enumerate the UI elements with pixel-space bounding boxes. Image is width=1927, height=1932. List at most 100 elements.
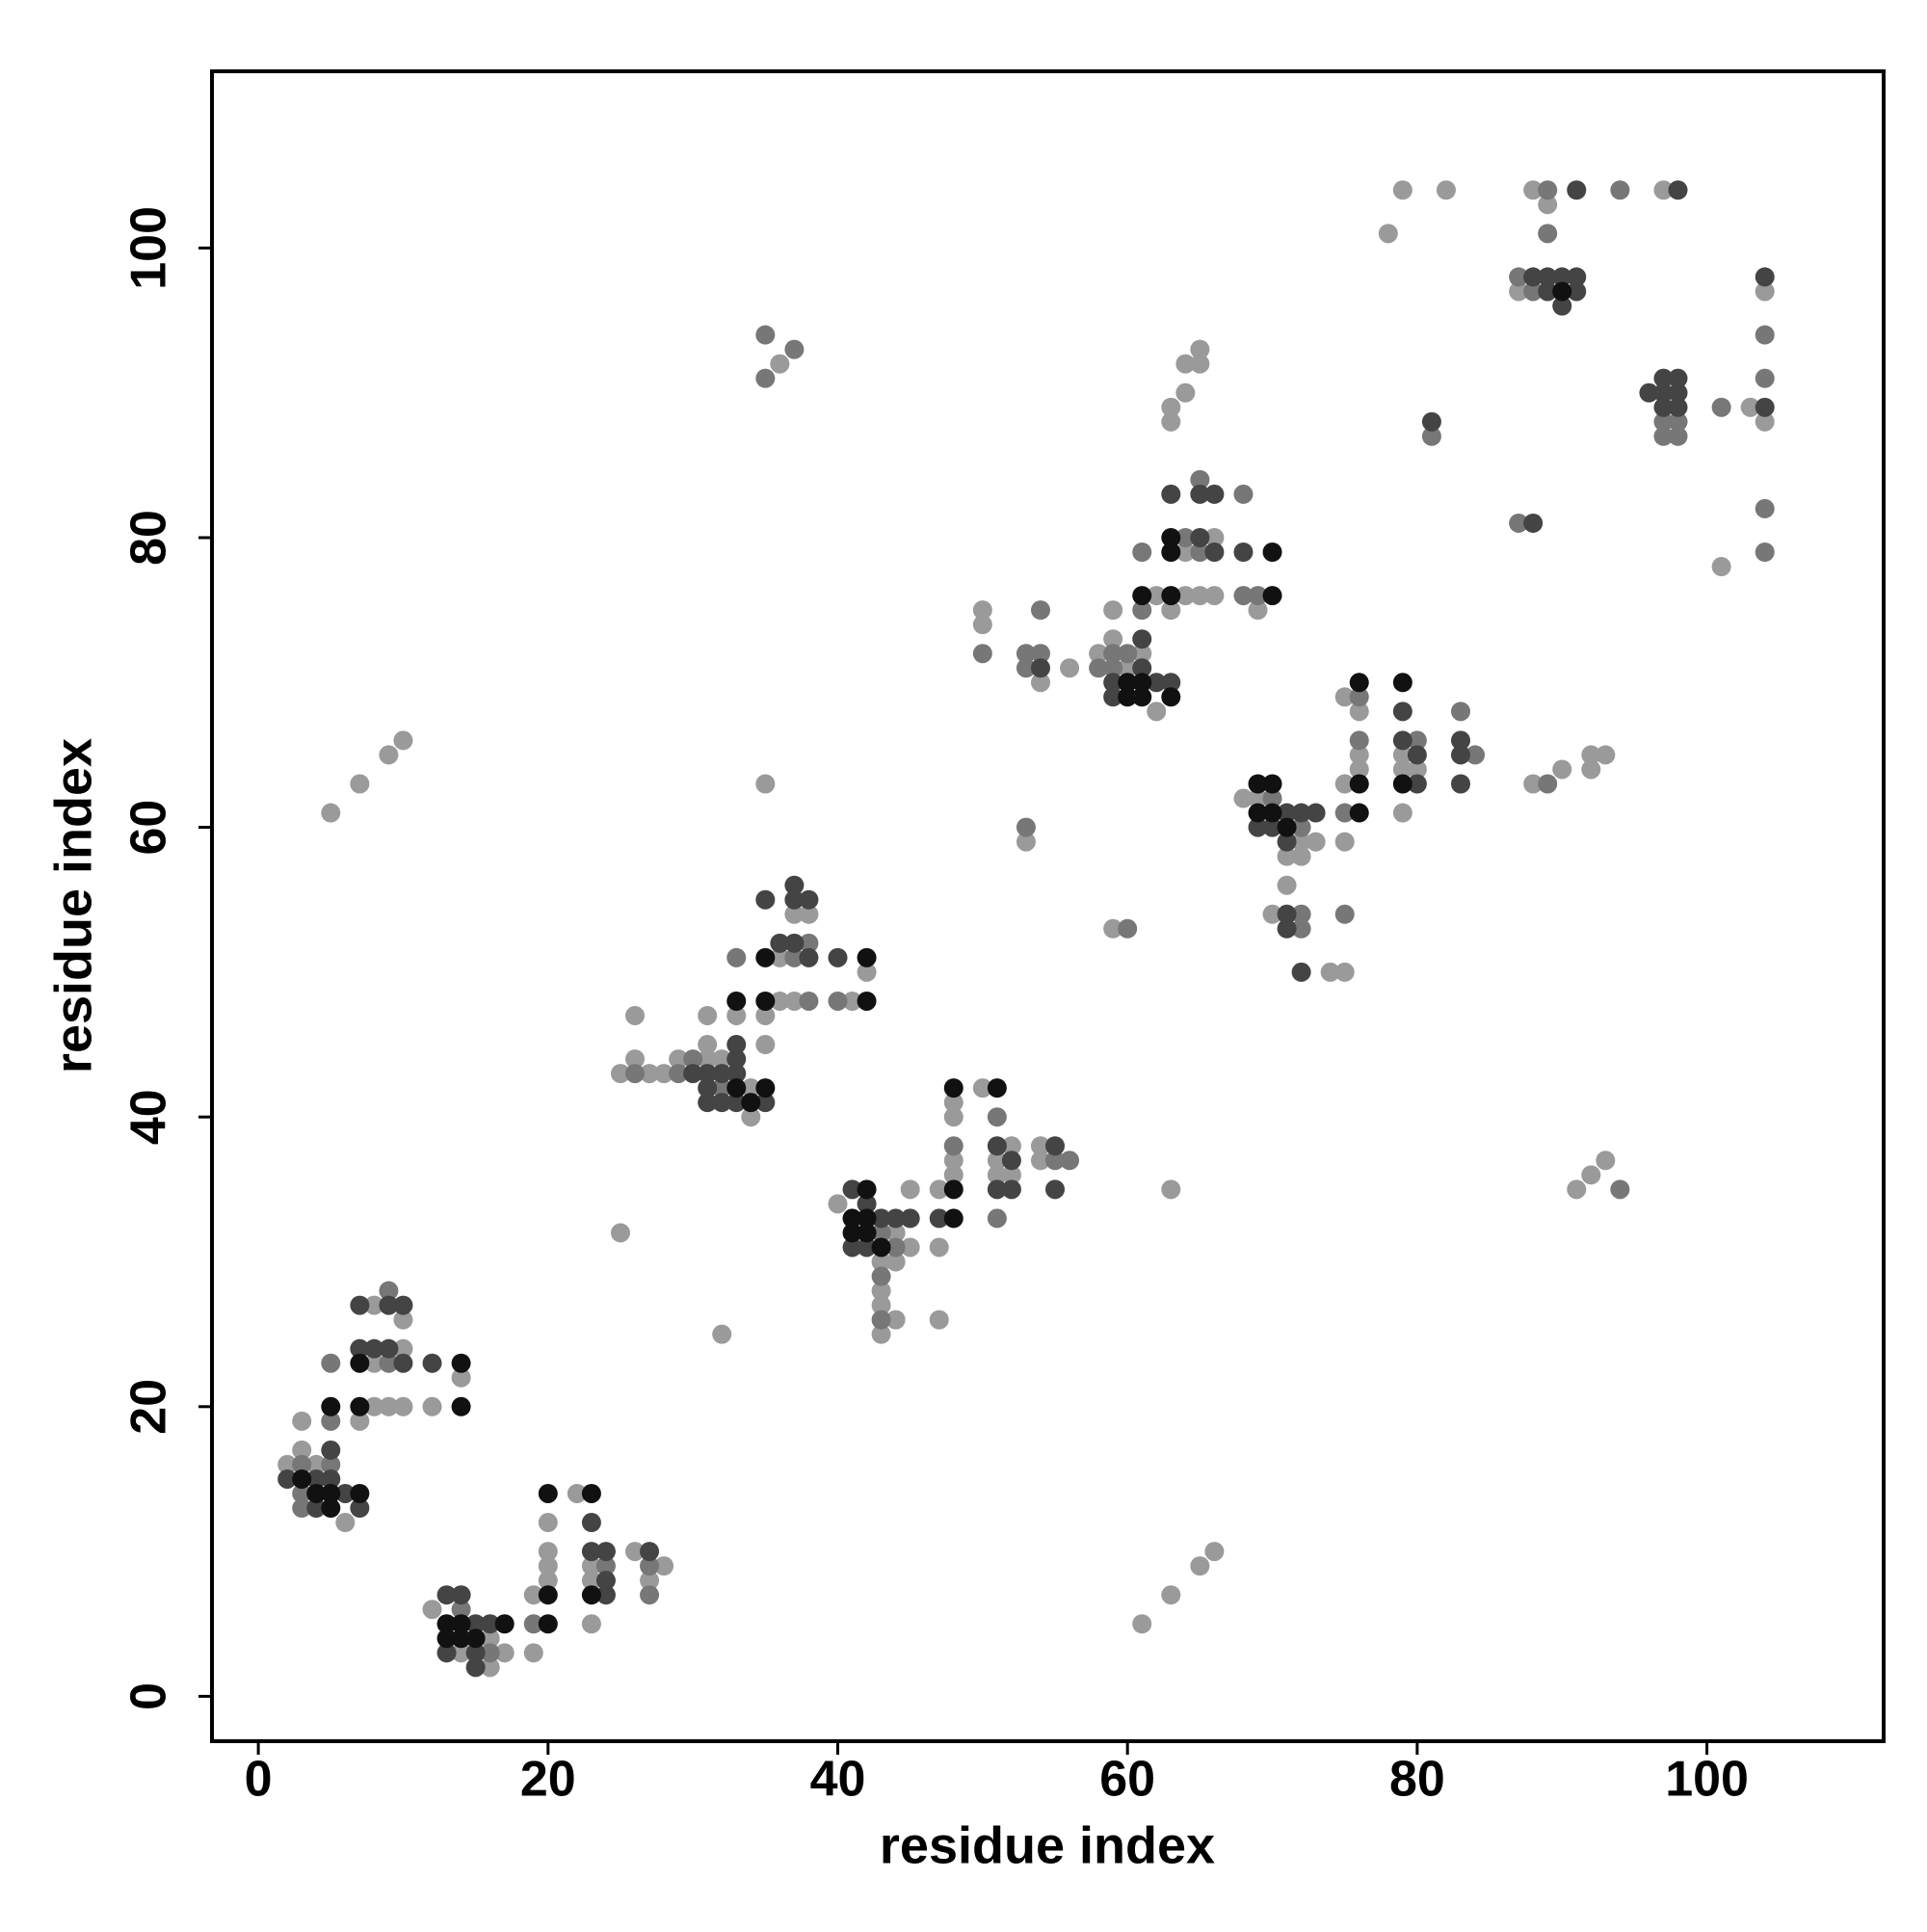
contact-point	[1175, 354, 1196, 374]
contact-point	[1190, 354, 1210, 374]
contact-point	[1653, 426, 1674, 446]
contact-point	[929, 1237, 949, 1257]
contact-point	[712, 1078, 732, 1098]
contact-point	[726, 1035, 747, 1055]
contact-point	[1392, 180, 1412, 200]
contact-point	[885, 1252, 906, 1272]
contact-point	[321, 1454, 341, 1474]
contact-point	[1175, 586, 1196, 606]
contact-point	[321, 1440, 341, 1460]
contact-point	[1161, 1179, 1181, 1200]
contact-point	[683, 1064, 703, 1084]
contact-point	[1291, 962, 1311, 982]
contact-point	[538, 1483, 558, 1503]
contact-point	[1161, 397, 1181, 417]
contact-point	[451, 1643, 471, 1663]
contact-point	[755, 947, 776, 967]
y-tick-label: 60	[121, 800, 177, 856]
contact-point	[1349, 673, 1369, 693]
contact-point	[1103, 673, 1123, 693]
contact-point	[1161, 586, 1181, 606]
contact-point	[1132, 658, 1152, 678]
contact-point	[1538, 195, 1558, 215]
contact-point	[929, 1310, 949, 1330]
contact-point	[828, 991, 848, 1011]
contact-point	[929, 1179, 949, 1200]
contact-point	[857, 1194, 877, 1214]
contact-point	[523, 1585, 543, 1605]
contact-point	[1060, 1151, 1080, 1171]
contact-point	[306, 1469, 327, 1489]
contact-point	[1262, 803, 1282, 823]
contact-point	[871, 1223, 891, 1243]
contact-point	[1349, 745, 1369, 765]
contact-point	[842, 1179, 862, 1200]
contact-point	[871, 1266, 891, 1286]
contact-point	[1161, 527, 1181, 547]
contact-point	[1103, 658, 1123, 678]
contact-point	[1668, 368, 1688, 388]
contact-point	[1118, 658, 1138, 678]
plot-frame	[210, 69, 1886, 1743]
contact-point	[1001, 1151, 1021, 1171]
contact-point	[828, 947, 848, 967]
contact-point	[1436, 180, 1456, 200]
contact-point	[755, 889, 776, 910]
contact-point	[1262, 774, 1282, 794]
contact-point	[1552, 281, 1572, 302]
contact-point	[1306, 832, 1326, 852]
contact-point	[712, 1064, 732, 1084]
contact-point	[393, 1396, 413, 1416]
contact-point	[1262, 904, 1282, 924]
contact-point	[1233, 586, 1254, 606]
contact-point	[640, 1542, 660, 1562]
contact-point	[581, 1571, 601, 1591]
contact-point	[1392, 774, 1412, 794]
contact-point	[393, 1353, 413, 1373]
contact-point	[784, 947, 805, 967]
contact-point	[595, 1571, 616, 1591]
x-tick-label: 40	[810, 1752, 866, 1808]
contact-point	[1016, 832, 1036, 852]
contact-point	[698, 1093, 718, 1113]
contact-point	[640, 1556, 660, 1576]
contact-point	[538, 1614, 558, 1634]
contact-point	[1103, 644, 1123, 664]
contact-point	[1306, 803, 1326, 823]
contact-point	[321, 1411, 341, 1431]
contact-point	[640, 1571, 660, 1591]
contact-point	[1392, 759, 1412, 780]
contact-point	[1407, 759, 1427, 780]
contact-point	[842, 1237, 862, 1257]
contact-point	[480, 1657, 500, 1678]
contact-point	[755, 991, 776, 1011]
contact-point	[943, 1165, 964, 1185]
contact-point	[321, 1396, 341, 1416]
contact-point	[784, 904, 805, 924]
contact-point	[1465, 745, 1486, 765]
contact-point	[1118, 644, 1138, 664]
contact-point	[393, 730, 413, 751]
contact-point	[1161, 1585, 1181, 1605]
contact-point	[581, 1542, 601, 1562]
x-tick-label: 20	[520, 1752, 576, 1808]
contact-point	[741, 1107, 761, 1127]
contact-point	[1132, 600, 1152, 621]
contact-point	[1248, 586, 1268, 606]
contact-point	[465, 1657, 486, 1678]
contact-point	[1016, 817, 1036, 837]
contact-point	[480, 1628, 500, 1649]
contact-point	[1248, 817, 1268, 837]
contact-point	[1523, 180, 1544, 200]
contact-point	[1450, 701, 1470, 722]
x-tick-label: 80	[1389, 1752, 1445, 1808]
contact-point	[987, 1179, 1007, 1200]
contact-point	[1378, 224, 1398, 244]
contact-point	[698, 1078, 718, 1098]
contact-point	[726, 991, 747, 1011]
contact-point	[1450, 774, 1470, 794]
contact-point	[1509, 281, 1529, 302]
contact-point	[828, 1194, 848, 1214]
contact-point	[1450, 730, 1470, 751]
